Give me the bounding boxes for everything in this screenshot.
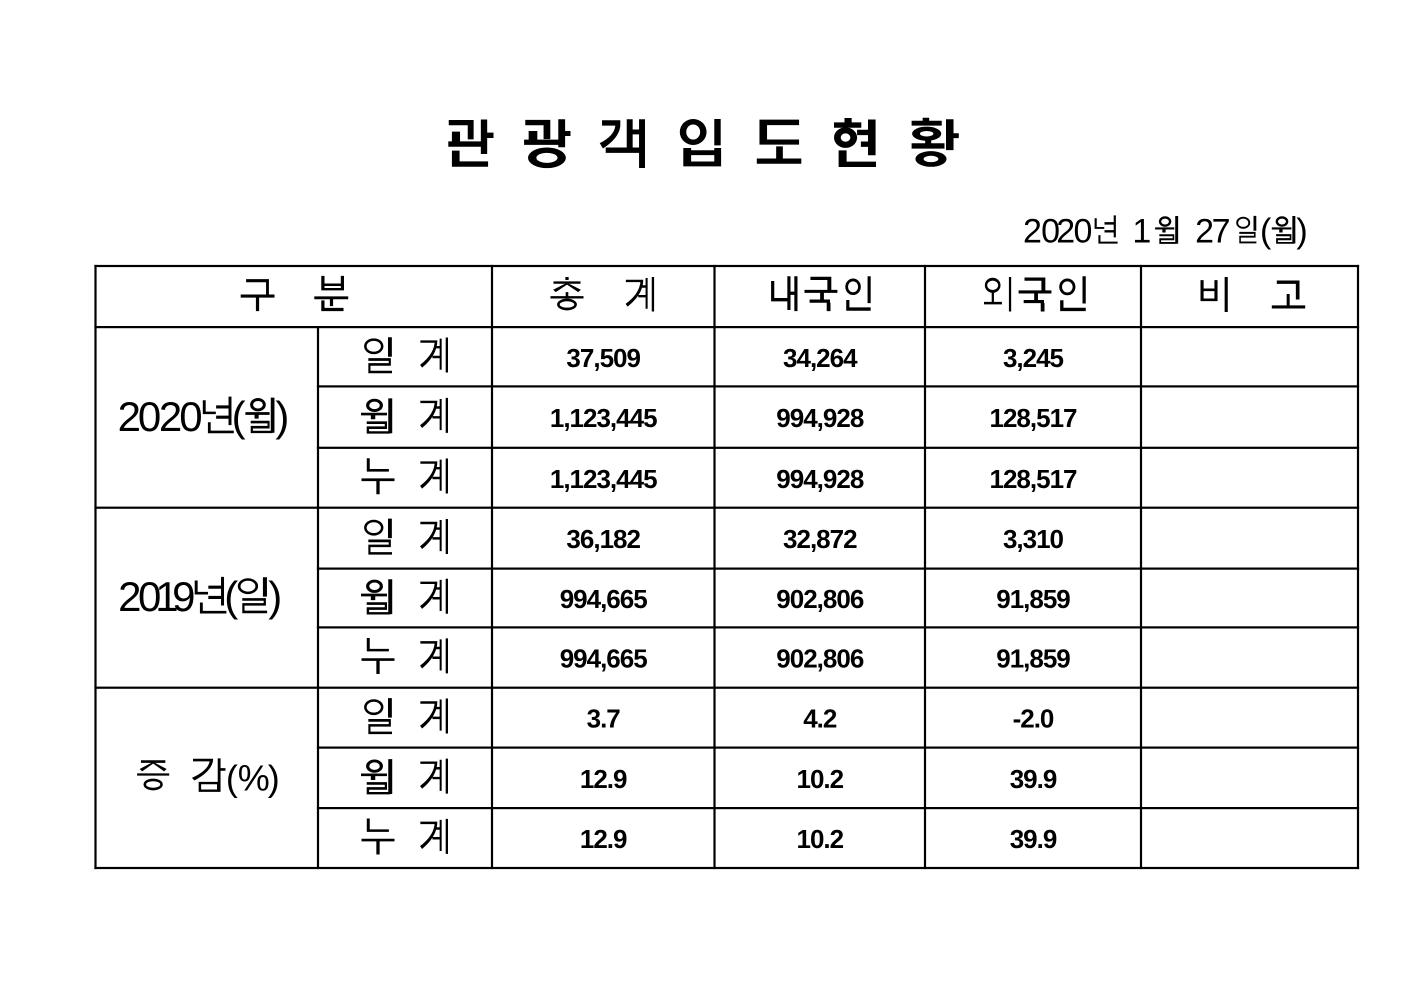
svg-text:128,517: 128,517 — [990, 403, 1078, 433]
svg-text:%: % — [238, 758, 270, 799]
svg-text:): ) — [275, 393, 289, 440]
svg-text:3.7: 3.7 — [587, 704, 621, 734]
svg-text:-2.0: -2.0 — [1013, 704, 1054, 734]
svg-text:128,517: 128,517 — [990, 464, 1078, 494]
svg-text:1: 1 — [1132, 212, 1151, 250]
svg-text:1,123,445: 1,123,445 — [550, 464, 657, 494]
svg-text:(: ( — [226, 758, 238, 799]
svg-text:91,859: 91,859 — [996, 584, 1070, 614]
svg-text:37,509: 37,509 — [566, 343, 640, 373]
svg-text:994,928: 994,928 — [776, 464, 864, 494]
svg-text:0: 0 — [138, 393, 161, 440]
svg-text:2: 2 — [1023, 212, 1042, 250]
svg-text:3,245: 3,245 — [1003, 343, 1064, 373]
svg-text:(: ( — [224, 573, 238, 620]
svg-text:): ) — [268, 573, 282, 620]
svg-text:2: 2 — [118, 573, 141, 620]
svg-text:7: 7 — [1212, 212, 1231, 250]
svg-text:): ) — [1296, 212, 1307, 250]
svg-text:1: 1 — [155, 573, 178, 620]
svg-text:): ) — [268, 758, 280, 799]
svg-text:2: 2 — [1056, 212, 1075, 250]
svg-text:0: 0 — [1073, 212, 1092, 250]
svg-text:0: 0 — [179, 393, 202, 440]
svg-text:0: 0 — [1041, 212, 1060, 250]
svg-text:10.2: 10.2 — [796, 764, 843, 794]
svg-text:12.9: 12.9 — [580, 764, 627, 794]
svg-text:0: 0 — [138, 573, 161, 620]
svg-text:39.9: 39.9 — [1010, 824, 1057, 854]
svg-text:32,872: 32,872 — [783, 524, 857, 554]
svg-text:36,182: 36,182 — [566, 524, 640, 554]
svg-text:(: ( — [232, 393, 246, 440]
svg-text:994,928: 994,928 — [776, 403, 864, 433]
svg-text:9: 9 — [172, 573, 195, 620]
svg-text:34,264: 34,264 — [783, 343, 858, 373]
svg-text:10.2: 10.2 — [796, 824, 843, 854]
svg-text:4.2: 4.2 — [803, 704, 837, 734]
svg-text:2: 2 — [118, 393, 141, 440]
svg-text:3,310: 3,310 — [1003, 524, 1064, 554]
svg-text:994,665: 994,665 — [560, 584, 648, 614]
svg-text:902,806: 902,806 — [776, 644, 864, 674]
svg-text:2: 2 — [1195, 212, 1214, 250]
svg-text:1,123,445: 1,123,445 — [550, 403, 657, 433]
svg-text:902,806: 902,806 — [776, 584, 864, 614]
svg-text:12.9: 12.9 — [580, 824, 627, 854]
svg-text:91,859: 91,859 — [996, 644, 1070, 674]
svg-text:2: 2 — [159, 393, 182, 440]
svg-text:39.9: 39.9 — [1010, 764, 1057, 794]
svg-text:994,665: 994,665 — [560, 644, 648, 674]
svg-text:(: ( — [1260, 212, 1272, 250]
